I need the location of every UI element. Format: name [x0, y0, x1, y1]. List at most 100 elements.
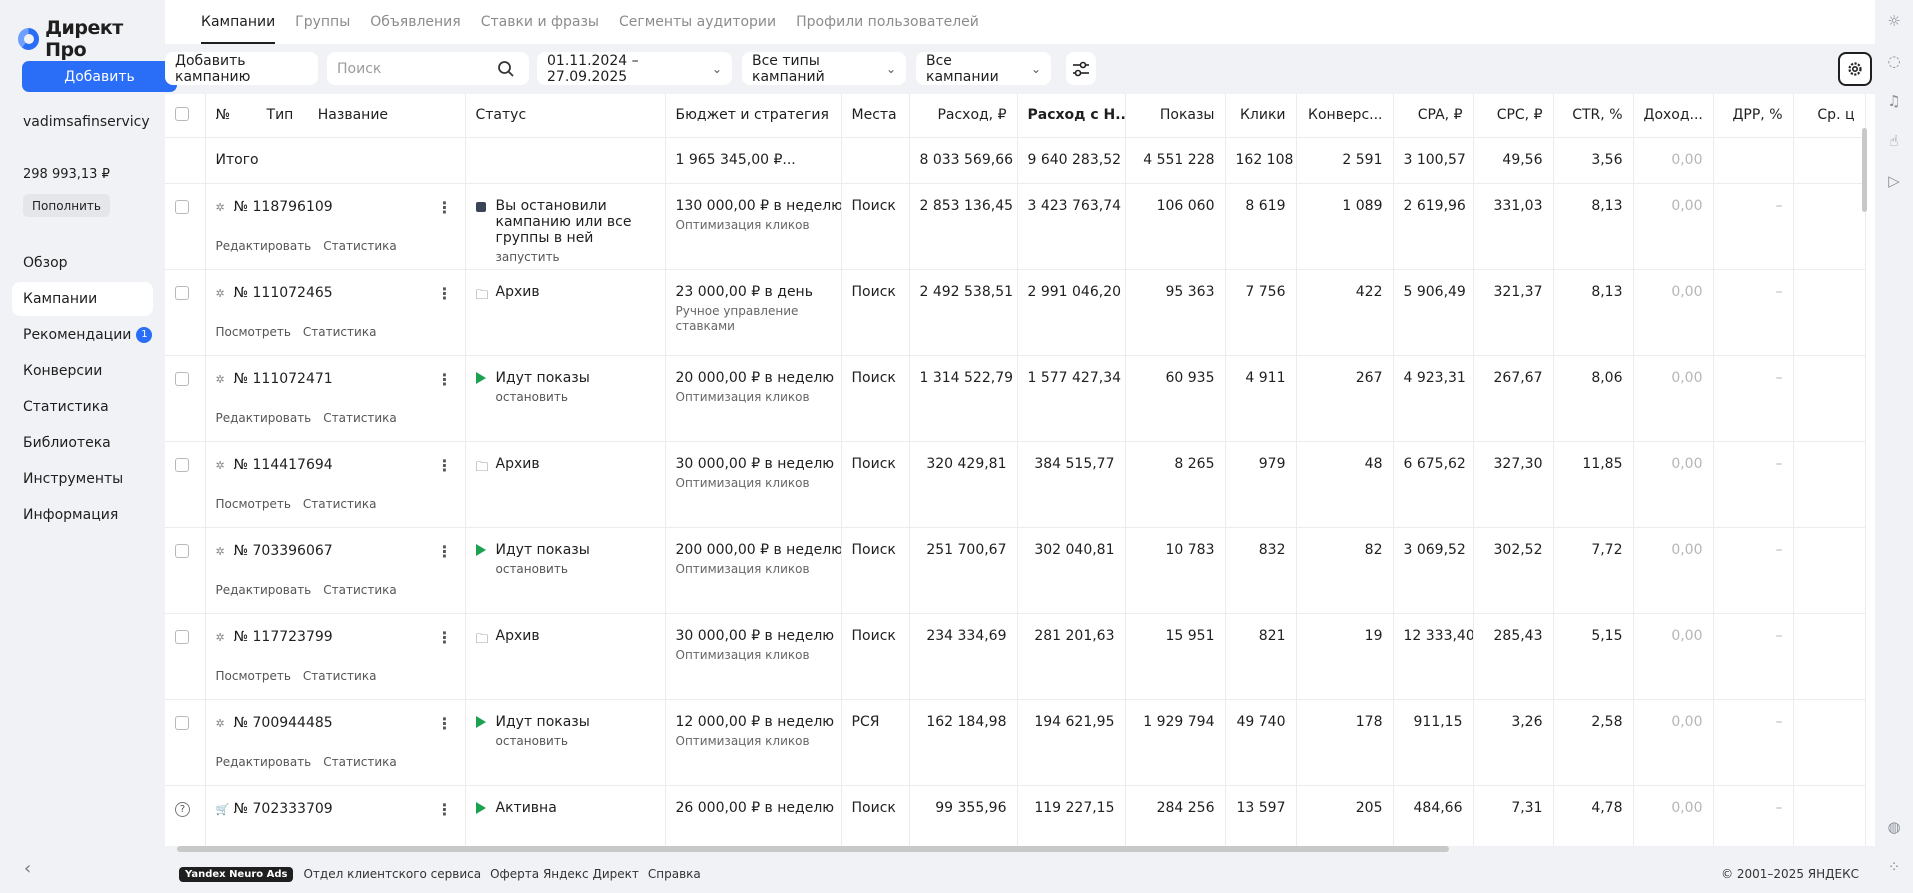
play-icon[interactable]: ▷ — [1888, 172, 1900, 190]
footer-link-help[interactable]: Справка — [647, 867, 701, 881]
header-title[interactable]: Название — [317, 107, 389, 124]
row-checkbox[interactable] — [175, 629, 189, 644]
budget-value[interactable]: 20 000,00 ₽ в неделю — [675, 369, 835, 386]
budget-value[interactable]: 23 000,00 ₽ в день — [675, 283, 813, 300]
alert-icon[interactable]: ☼ — [1887, 12, 1901, 30]
campaign-id[interactable]: № 118796109 — [233, 199, 333, 215]
status-action-link[interactable]: остановить — [495, 561, 568, 576]
sidebar-item-recommendations[interactable]: Рекомендации 1 — [12, 318, 153, 352]
campaign-edit-link[interactable]: Редактировать — [215, 582, 312, 597]
campaign-types-select[interactable]: Все типы кампаний ⌄ — [742, 52, 906, 85]
sidebar-item-statistics[interactable]: Статистика — [12, 390, 153, 424]
campaign-edit-link[interactable]: Посмотреть — [215, 496, 291, 511]
tab-bids[interactable]: Ставки и фразы — [480, 14, 599, 30]
sidebar-item-info[interactable]: Информация — [12, 498, 153, 532]
header-cpc[interactable]: CPC, ₽ — [1473, 94, 1554, 138]
globe-icon[interactable]: ◍ — [1887, 818, 1901, 836]
header-places[interactable]: Места — [841, 94, 910, 138]
sidebar-item-library[interactable]: Библиотека — [12, 426, 153, 460]
campaign-stats-link[interactable]: Статистика — [323, 582, 397, 597]
tab-profiles[interactable]: Профили пользователей — [796, 14, 979, 30]
more-vertical-icon[interactable]: ⋮ — [436, 455, 453, 475]
add-campaign-button[interactable]: Добавить кампанию — [165, 52, 318, 85]
account-name[interactable]: vadimsafinservicy — [23, 114, 150, 130]
status-action-link[interactable]: остановить — [495, 733, 568, 748]
help-icon[interactable]: ? — [175, 801, 190, 817]
budget-value[interactable]: 130 000,00 ₽ в неделю — [675, 197, 841, 214]
campaign-id[interactable]: № 114417694 — [233, 457, 333, 473]
campaign-stats-link[interactable]: Статистика — [302, 324, 377, 339]
header-ctr[interactable]: CTR, % — [1553, 94, 1634, 138]
budget-value[interactable]: 12 000,00 ₽ в неделю — [675, 713, 835, 730]
campaign-id[interactable]: № 702333709 — [233, 801, 333, 817]
budget-value[interactable]: 26 000,00 ₽ в неделю — [675, 799, 835, 816]
header-shows[interactable]: Показы — [1125, 94, 1226, 138]
campaign-id[interactable]: № 111072471 — [233, 371, 333, 387]
tab-campaigns[interactable]: Кампании — [201, 14, 276, 44]
select-all-checkbox[interactable] — [175, 107, 189, 122]
search-input[interactable] — [327, 60, 497, 77]
row-checkbox[interactable] — [175, 715, 189, 730]
row-checkbox[interactable] — [175, 371, 189, 386]
more-vertical-icon[interactable]: ⋮ — [436, 283, 453, 303]
header-drr[interactable]: ДРР, % — [1713, 94, 1794, 138]
campaign-stats-link[interactable]: Статистика — [323, 238, 397, 253]
sidebar-item-overview[interactable]: Обзор — [12, 246, 153, 280]
chevron-left-icon[interactable]: ‹ — [24, 858, 32, 879]
campaign-edit-link[interactable]: Редактировать — [215, 410, 312, 425]
add-button[interactable]: Добавить — [22, 61, 177, 92]
header-income[interactable]: Доход... — [1633, 94, 1714, 138]
campaign-edit-link[interactable]: Посмотреть — [215, 668, 291, 683]
campaign-stats-link[interactable]: Статистика — [302, 668, 377, 683]
campaign-stats-link[interactable]: Статистика — [302, 496, 377, 511]
chat-icon[interactable]: ◌ — [1887, 52, 1901, 70]
apps-icon[interactable]: ⁘ — [1887, 858, 1901, 876]
footer-link-offer[interactable]: Оферта Яндекс Директ — [490, 867, 639, 881]
logo[interactable]: Директ Про — [18, 17, 165, 61]
horizontal-scrollbar[interactable] — [177, 846, 1449, 852]
campaign-id[interactable]: № 117723799 — [233, 629, 333, 645]
status-action-link[interactable]: запустить — [495, 249, 560, 264]
search-icon[interactable] — [497, 60, 515, 78]
header-avg[interactable]: Ср. ц — [1793, 94, 1866, 138]
header-conversions[interactable]: Конверс... — [1296, 94, 1394, 138]
header-num[interactable]: № — [215, 107, 231, 124]
footer-link-support[interactable]: Отдел клиентского сервиса — [303, 867, 482, 881]
tab-segments[interactable]: Сегменты аудитории — [618, 14, 777, 30]
budget-value[interactable]: 30 000,00 ₽ в неделю — [675, 455, 835, 472]
more-vertical-icon[interactable]: ⋮ — [436, 799, 453, 819]
more-vertical-icon[interactable]: ⋮ — [436, 541, 453, 561]
header-spend[interactable]: Расход, ₽ — [909, 94, 1018, 138]
more-vertical-icon[interactable]: ⋮ — [436, 197, 453, 217]
more-vertical-icon[interactable]: ⋮ — [436, 713, 453, 733]
vertical-scrollbar[interactable] — [1862, 128, 1867, 212]
header-name[interactable]: № Тип Название — [205, 94, 466, 138]
row-checkbox[interactable] — [175, 457, 189, 472]
settings-button[interactable] — [1838, 52, 1872, 86]
neuro-ads-badge[interactable]: Yandex Neuro Ads — [179, 866, 294, 882]
campaign-edit-link[interactable]: Посмотреть — [215, 324, 291, 339]
row-checkbox[interactable] — [175, 543, 189, 558]
header-budget[interactable]: Бюджет и стратегия — [665, 94, 842, 138]
campaign-id[interactable]: № 703396067 — [233, 543, 333, 559]
status-action-link[interactable]: остановить — [495, 389, 568, 404]
tab-groups[interactable]: Группы — [295, 14, 351, 30]
row-checkbox[interactable] — [175, 285, 189, 300]
budget-value[interactable]: 30 000,00 ₽ в неделю — [675, 627, 835, 644]
more-vertical-icon[interactable]: ⋮ — [436, 369, 453, 389]
header-status[interactable]: Статус — [465, 94, 666, 138]
header-clicks[interactable]: Клики — [1225, 94, 1297, 138]
campaign-stats-link[interactable]: Статистика — [323, 410, 397, 425]
sidebar-item-conversions[interactable]: Конверсии — [12, 354, 153, 388]
campaign-id[interactable]: № 700944485 — [233, 715, 333, 731]
thumbs-up-icon[interactable]: ☝ — [1889, 132, 1899, 150]
campaign-id[interactable]: № 111072465 — [233, 285, 333, 301]
header-type[interactable]: Тип — [266, 107, 294, 124]
campaigns-filter-select[interactable]: Все кампании ⌄ — [916, 52, 1051, 85]
campaign-edit-link[interactable]: Редактировать — [215, 238, 312, 253]
bell-icon[interactable]: ♫ — [1887, 92, 1901, 110]
row-checkbox[interactable] — [175, 199, 189, 214]
campaign-stats-link[interactable]: Статистика — [323, 754, 397, 769]
date-range-select[interactable]: 01.11.2024 – 27.09.2025 ⌄ — [537, 52, 732, 85]
header-spend-vat[interactable]: Расход с Н... ↓ — [1017, 94, 1126, 138]
